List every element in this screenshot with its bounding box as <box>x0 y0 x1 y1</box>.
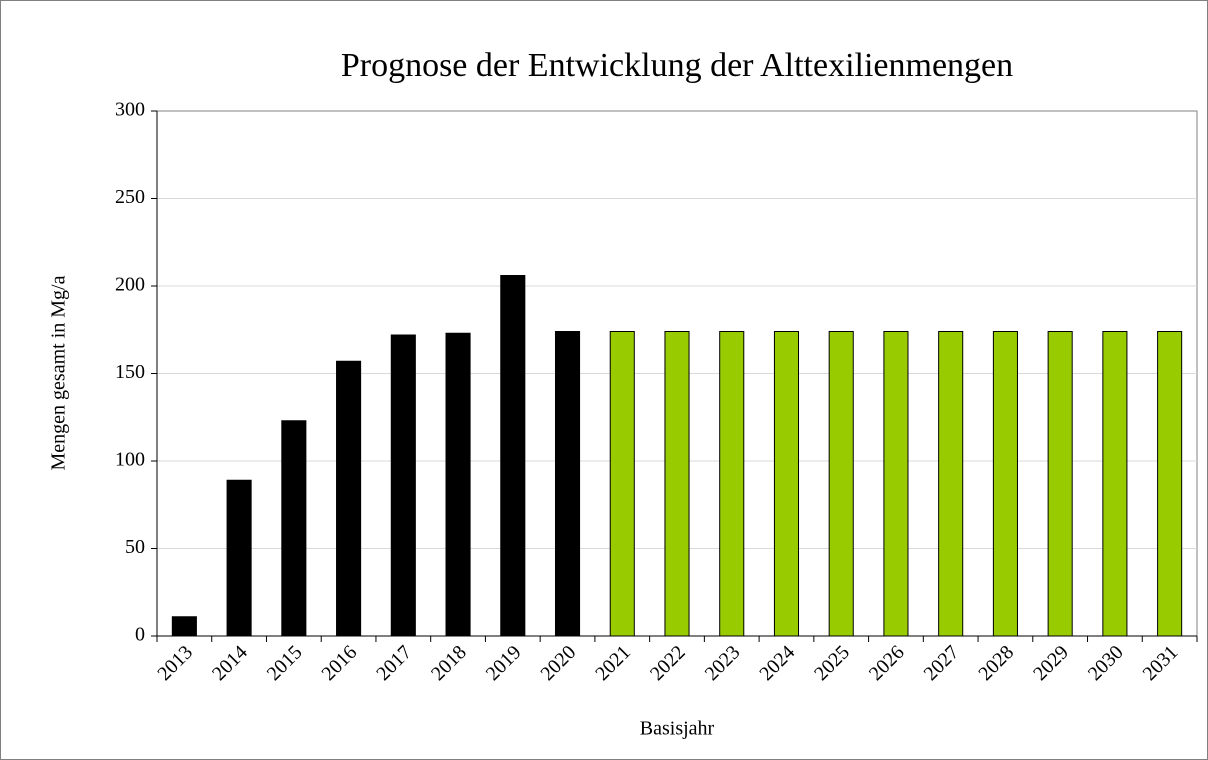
bar <box>336 360 362 637</box>
bar <box>1102 331 1128 637</box>
chart-title: Prognose der Entwicklung der Alttexilien… <box>341 47 1013 84</box>
bar <box>1157 331 1183 637</box>
bar <box>828 331 854 637</box>
bar <box>445 332 471 637</box>
bar <box>500 275 526 637</box>
x-axis-label: Basisjahr <box>640 718 715 740</box>
bar <box>883 331 909 637</box>
bar <box>1047 331 1073 637</box>
y-tick-label: 300 <box>115 99 145 121</box>
y-tick-label: 0 <box>135 624 145 646</box>
y-tick-label: 200 <box>115 274 145 296</box>
bar <box>554 331 581 637</box>
bar <box>171 616 197 637</box>
bar <box>719 331 745 637</box>
bar <box>664 331 690 637</box>
bar <box>226 479 252 637</box>
y-tick-label: 150 <box>115 361 145 383</box>
y-tick-label: 100 <box>115 449 145 471</box>
y-tick-label: 250 <box>115 186 145 208</box>
bar <box>992 331 1018 637</box>
y-axis-label: Mengen gesamt in Mg/a <box>48 275 70 470</box>
bar <box>609 331 635 637</box>
y-tick-label: 50 <box>125 536 145 558</box>
bar <box>281 420 307 637</box>
bar <box>773 331 800 637</box>
bar <box>938 331 964 637</box>
bar <box>390 334 416 637</box>
